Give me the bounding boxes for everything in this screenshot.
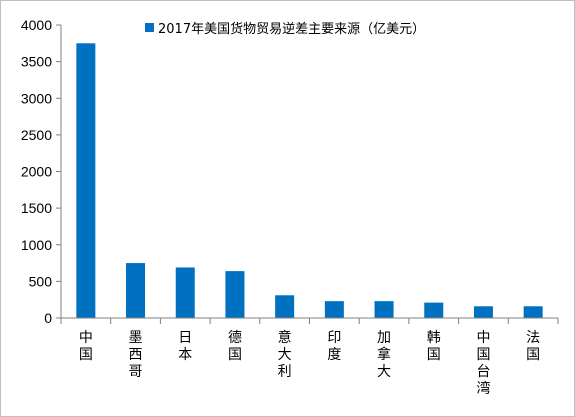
x-category-label: 日本 (178, 330, 192, 363)
bar (374, 301, 394, 318)
y-tick-label: 0 (44, 310, 52, 326)
bar (473, 306, 493, 318)
y-tick-label: 3500 (21, 54, 52, 70)
y-tick-label: 2500 (21, 127, 52, 143)
x-axis: 中国 墨西哥 日本 德国 意大利 印度 加拿大 韩国 中国台湾 法国 (60, 317, 559, 397)
y-tick-label: 4000 (21, 17, 52, 33)
x-category-label: 法国 (526, 330, 540, 363)
legend-label: 2017年美国货物贸易逆差主要来源（亿美元） (158, 21, 425, 37)
x-category-label: 中国 (79, 330, 93, 363)
x-category-label: 韩国 (427, 330, 441, 363)
bar (275, 295, 295, 318)
x-category-label: 德国 (228, 330, 242, 363)
bar (324, 301, 344, 318)
y-tick-label: 1000 (21, 237, 52, 253)
bar (225, 271, 245, 318)
x-category-label: 中国台湾 (476, 330, 490, 397)
y-tick-label: 3000 (21, 90, 52, 106)
x-category-label: 印度 (327, 330, 341, 363)
x-category-label: 墨西哥 (129, 330, 143, 380)
legend: 2017年美国货物贸易逆差主要来源（亿美元） (145, 21, 425, 37)
y-tick-label: 1500 (21, 200, 52, 216)
y-tick-label: 2000 (21, 164, 52, 180)
bars (76, 43, 543, 318)
bar (76, 43, 96, 318)
bar (175, 267, 195, 318)
bar (523, 306, 543, 318)
bar (126, 263, 146, 318)
y-axis: 0 500 1000 1500 2000 2500 3000 3500 4000 (21, 17, 62, 326)
x-category-label: 加拿大 (377, 330, 391, 380)
x-category-label: 意大利 (278, 329, 292, 380)
legend-swatch (145, 23, 154, 32)
y-tick-label: 500 (29, 273, 53, 289)
bar (424, 302, 444, 318)
